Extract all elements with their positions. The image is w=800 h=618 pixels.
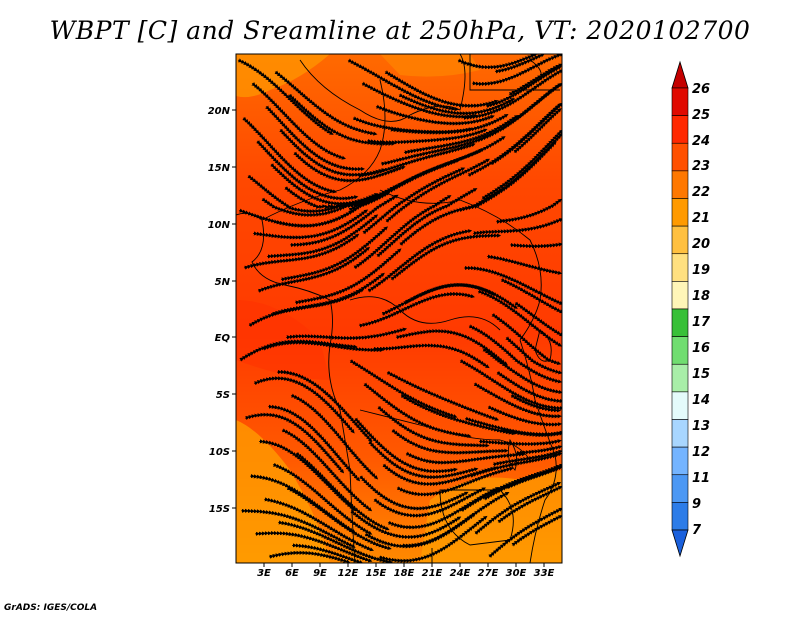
colorbar-label: 13 <box>692 419 710 434</box>
colorbar-label: 15 <box>692 367 710 382</box>
lat-label: EQ <box>215 333 231 344</box>
map-frame <box>235 53 563 564</box>
colorbar-segment <box>671 502 689 531</box>
lon-label: 9E <box>313 568 327 579</box>
colorbar-segment <box>671 253 689 282</box>
colorbar-label: 17 <box>692 315 711 330</box>
colorbar-label: 19 <box>692 263 710 278</box>
colorbar-label: 11 <box>692 471 710 486</box>
lon-label: 3E <box>257 568 271 579</box>
colorbar-label: 21 <box>692 211 710 226</box>
lon-label: 21E <box>422 568 443 579</box>
streamline <box>268 550 351 563</box>
lat-label: 15N <box>208 163 231 174</box>
colorbar-label: 14 <box>692 393 710 408</box>
colorbar-label: 7 <box>692 523 702 538</box>
longitude-axis: 3E 6E 9E 12E 15E 18E 21E 24E 27E 30E 33E <box>257 563 555 579</box>
colorbar-segment <box>671 170 689 199</box>
colorbar-label: 23 <box>692 159 710 174</box>
colorbar-label: 26 <box>692 82 710 97</box>
lon-label: 6E <box>285 568 299 579</box>
colorbar-segment <box>671 446 689 476</box>
streamline <box>358 291 475 328</box>
streamlines <box>237 54 562 563</box>
lat-label: 5S <box>216 390 230 401</box>
lon-label: 12E <box>338 568 359 579</box>
streamline <box>285 327 408 341</box>
colorbar-segment <box>671 336 689 365</box>
streamline <box>478 439 562 447</box>
colorbar-label: 16 <box>692 341 710 356</box>
colorbar-label: 9 <box>692 497 701 512</box>
streamline <box>509 242 562 249</box>
colorbar-segment <box>671 391 689 420</box>
lon-label: 30E <box>506 568 527 579</box>
streamline <box>372 343 490 369</box>
streamline <box>248 288 365 328</box>
lat-label: 10N <box>208 220 231 231</box>
colorbar-segment <box>671 115 689 144</box>
colorbar-segment <box>671 87 689 116</box>
latitude-axis: 20N 15N 10N 5N EQ 5S 10S 15S <box>208 106 236 515</box>
colorbar-segment <box>671 474 689 503</box>
colorbar-top-arrow <box>671 60 689 89</box>
lat-label: 15S <box>209 504 230 515</box>
footer-credit: GrADS: IGES/COLA <box>4 603 98 613</box>
lon-label: 33E <box>534 568 555 579</box>
colorbar-label: 12 <box>692 445 710 460</box>
streamline <box>239 339 358 362</box>
lat-label: 10S <box>209 447 230 458</box>
lat-label: 20N <box>208 106 231 117</box>
colorbar-segment <box>671 198 689 227</box>
lon-label: 27E <box>478 568 499 579</box>
colorbar-label: 22 <box>692 185 710 200</box>
colorbar-bottom-arrow <box>671 529 689 558</box>
lon-label: 18E <box>394 568 415 579</box>
colorbar-segment <box>671 308 689 337</box>
colorbar-label: 25 <box>692 108 710 123</box>
colorbar-segment <box>671 419 689 448</box>
colorbar-segment <box>671 281 689 310</box>
colorbar-label: 24 <box>692 134 710 149</box>
lon-label: 15E <box>366 568 387 579</box>
colorbar-label: 18 <box>692 289 710 304</box>
map-title: WBPT [C] and Sreamline at 250hPa, VT: 20… <box>49 16 751 45</box>
streamline <box>501 428 562 438</box>
colorbar-label: 20 <box>692 237 710 252</box>
colorbar: 26 25 24 23 22 21 20 19 18 17 16 15 14 1… <box>671 60 711 558</box>
lon-label: 24E <box>450 568 471 579</box>
lat-label: 5N <box>215 277 231 288</box>
streamline <box>488 507 562 558</box>
colorbar-segment <box>671 225 689 255</box>
streamline <box>378 515 488 563</box>
boundaries <box>236 54 560 563</box>
colorbar-segment <box>671 142 689 172</box>
colorbar-segment <box>671 363 689 393</box>
map-area <box>236 54 562 563</box>
